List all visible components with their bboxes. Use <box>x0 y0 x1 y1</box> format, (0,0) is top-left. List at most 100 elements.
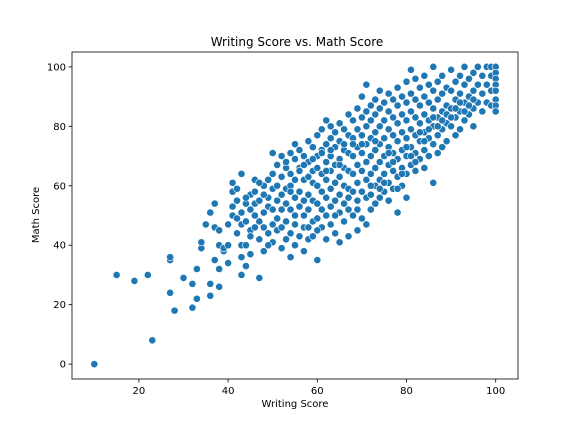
data-point <box>237 271 246 279</box>
data-point <box>424 125 433 134</box>
data-point <box>456 98 464 107</box>
data-point <box>398 110 406 119</box>
data-point <box>357 140 366 149</box>
data-point <box>451 104 460 113</box>
data-point <box>148 336 157 345</box>
data-point <box>389 113 398 122</box>
data-point <box>277 223 286 232</box>
data-point <box>411 113 420 122</box>
x-tick-label: 20 <box>133 386 146 397</box>
data-point <box>300 196 308 205</box>
data-point <box>411 95 420 104</box>
data-point <box>407 125 415 134</box>
data-point <box>389 131 398 140</box>
x-axis-ticks: 20 40 60 80 100 <box>133 379 505 397</box>
data-point <box>317 205 326 214</box>
data-point <box>322 140 331 149</box>
data-point <box>429 140 438 149</box>
data-point <box>375 158 384 166</box>
y-axis-label: Math Score <box>31 187 42 243</box>
data-point <box>335 172 344 181</box>
data-point <box>210 256 219 264</box>
data-point <box>429 86 438 95</box>
data-point <box>407 107 415 116</box>
data-point <box>353 104 362 113</box>
data-point <box>242 241 250 250</box>
data-point <box>366 169 375 178</box>
data-point <box>300 152 308 160</box>
data-point <box>429 62 438 71</box>
data-point <box>451 77 460 86</box>
data-point <box>420 164 429 172</box>
data-point <box>344 110 353 119</box>
data-point <box>224 220 232 229</box>
data-point <box>433 131 442 140</box>
data-point <box>371 199 380 208</box>
data-point <box>255 196 264 205</box>
data-point <box>255 178 264 187</box>
data-point <box>429 104 438 113</box>
y-tick-label: 60 <box>53 181 66 192</box>
data-point <box>375 86 384 95</box>
data-point <box>295 146 304 154</box>
data-point <box>308 143 317 152</box>
data-point <box>447 86 455 95</box>
data-point <box>482 80 491 89</box>
data-point <box>402 116 411 125</box>
data-point <box>295 187 304 196</box>
data-point <box>380 169 389 178</box>
points-layer <box>90 62 500 369</box>
data-point <box>371 128 380 137</box>
data-point <box>286 149 295 157</box>
data-point <box>112 271 121 279</box>
data-point <box>380 178 389 187</box>
data-point <box>353 178 362 187</box>
data-point <box>473 62 482 71</box>
data-point <box>447 65 455 74</box>
data-point <box>326 146 335 154</box>
data-point <box>473 80 482 89</box>
data-point <box>380 98 389 107</box>
data-point <box>304 205 313 214</box>
data-point <box>317 149 326 157</box>
data-point <box>366 181 375 190</box>
data-point <box>215 226 224 235</box>
data-point <box>242 262 250 270</box>
data-point <box>407 152 415 160</box>
data-point <box>268 220 277 229</box>
data-point <box>393 208 402 217</box>
data-point <box>433 77 442 86</box>
data-point <box>438 143 447 152</box>
data-point <box>331 178 340 187</box>
data-point <box>250 223 259 232</box>
data-point <box>389 158 398 166</box>
data-point <box>291 241 299 250</box>
data-point <box>237 253 246 262</box>
data-point <box>206 291 215 300</box>
data-point <box>273 196 282 205</box>
data-point <box>322 116 331 125</box>
data-point <box>286 205 295 214</box>
data-point <box>188 279 197 288</box>
data-point <box>300 211 308 220</box>
data-point <box>331 128 340 137</box>
data-point <box>371 137 380 146</box>
data-point <box>357 113 366 122</box>
data-point <box>224 241 232 250</box>
data-point <box>460 107 469 116</box>
data-point <box>375 122 384 131</box>
data-point <box>308 232 317 241</box>
data-point <box>393 83 402 92</box>
data-point <box>313 256 322 264</box>
data-point <box>362 220 371 229</box>
data-point <box>291 175 299 184</box>
data-point <box>402 143 411 152</box>
data-point <box>393 119 402 128</box>
data-point <box>308 155 317 163</box>
data-point <box>192 265 201 273</box>
data-point <box>366 101 375 110</box>
y-axis-ticks: 0 20 40 60 80 100 <box>47 62 72 371</box>
data-point <box>362 122 371 131</box>
